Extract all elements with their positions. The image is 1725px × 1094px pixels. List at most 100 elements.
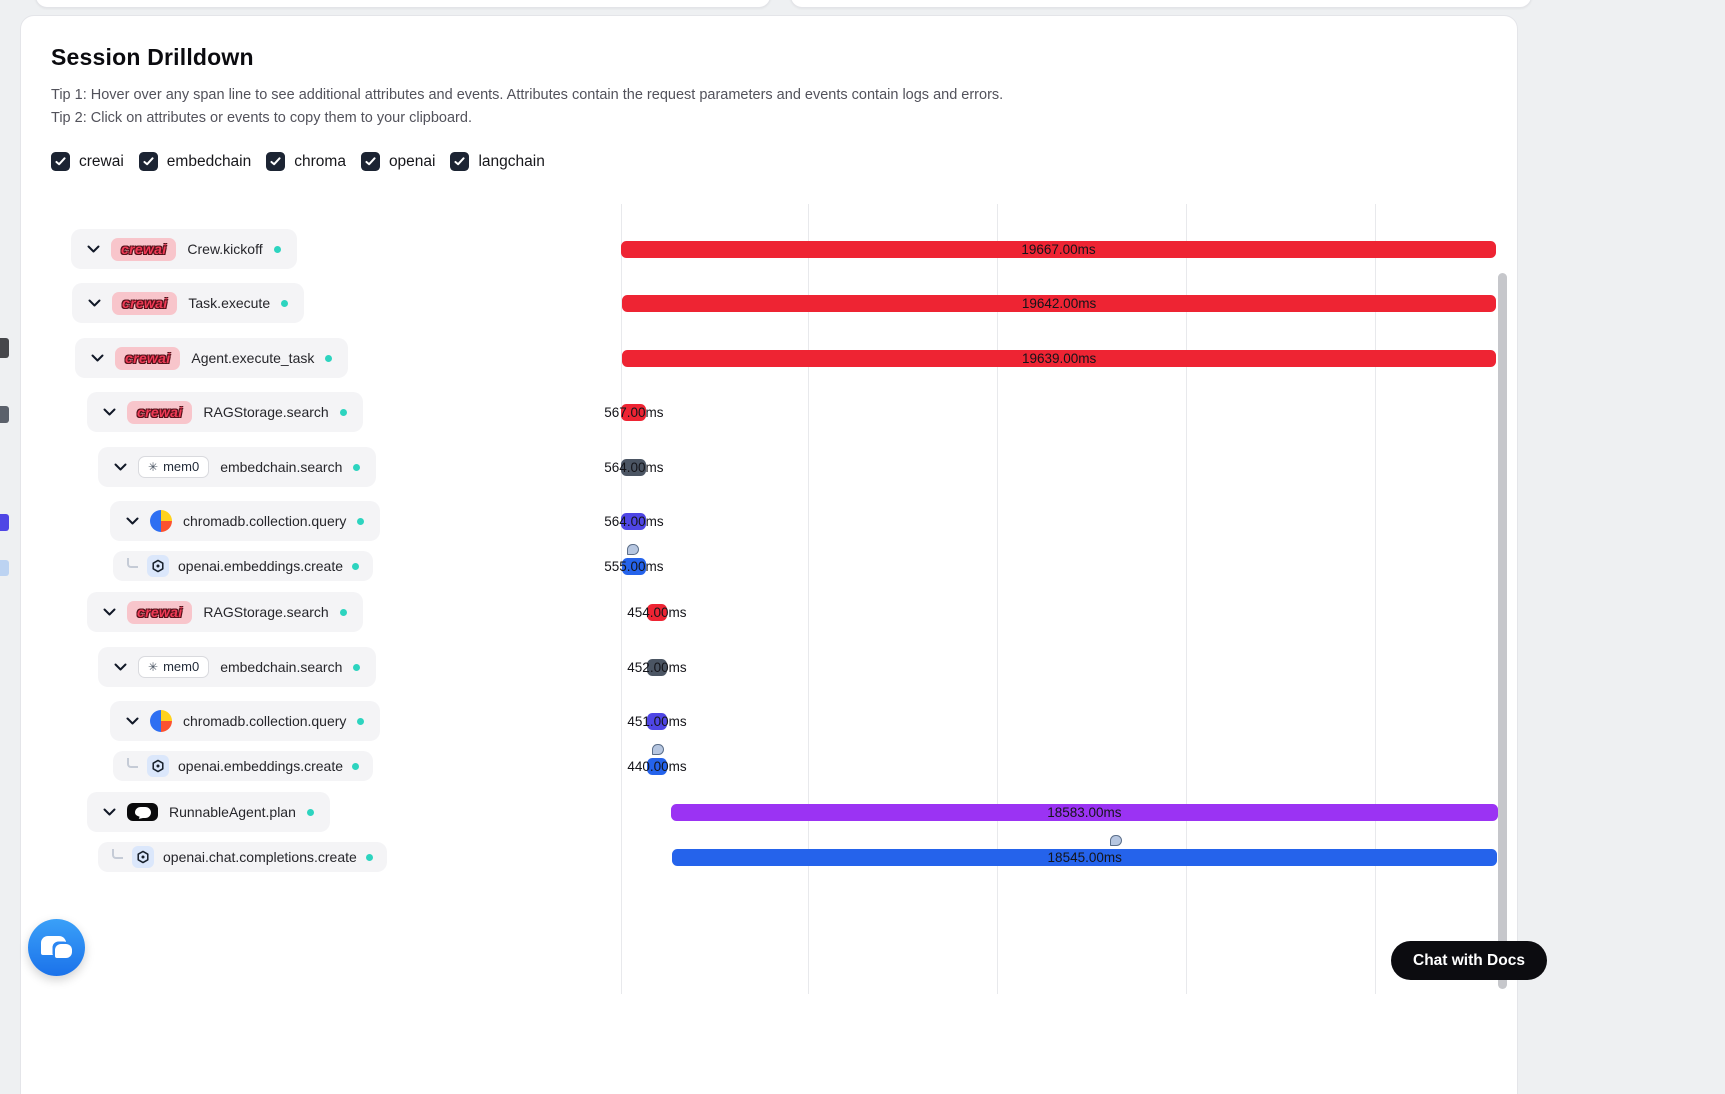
span-duration-bar[interactable] xyxy=(622,349,1496,367)
status-dot xyxy=(306,808,314,816)
span-label-pill[interactable]: ✳ mem0 embedchain.search xyxy=(98,647,377,687)
tip-1: Tip 1: Hover over any span line to see a… xyxy=(51,87,1004,103)
expand-chevron-icon[interactable] xyxy=(126,517,139,525)
expand-chevron-icon[interactable] xyxy=(103,808,116,816)
span-duration-bar[interactable] xyxy=(621,240,1496,258)
expand-chevron-icon[interactable] xyxy=(103,408,116,416)
clipped-edge-artifact xyxy=(0,406,9,423)
span-duration-bar[interactable] xyxy=(621,557,647,575)
span-duration-label: 19639.00ms xyxy=(1021,350,1097,366)
mem0-gear-icon: ✳ xyxy=(148,459,159,474)
expand-chevron-icon[interactable] xyxy=(114,463,127,471)
span-duration-bar[interactable] xyxy=(646,603,667,621)
span-label-pill[interactable]: chromadb.collection.query xyxy=(110,701,381,741)
clipped-edge-artifact xyxy=(0,338,9,358)
checkbox-embedchain[interactable] xyxy=(138,152,158,171)
span-label-pill[interactable]: crewai Agent.execute_task xyxy=(75,338,349,378)
expand-chevron-icon[interactable] xyxy=(103,608,116,616)
event-bubble-icon[interactable] xyxy=(651,743,664,755)
expand-chevron-icon[interactable] xyxy=(126,717,139,725)
mem0-logo-badge: ✳ mem0 xyxy=(138,656,210,678)
mem0-logo-badge: ✳ mem0 xyxy=(138,456,210,478)
trace-row: crewai Task.execute 19642.00ms xyxy=(21,283,1517,323)
mem0-logo-label: mem0 xyxy=(163,459,200,474)
span-name: Crew.kickoff xyxy=(187,241,263,257)
checkbox-langchain[interactable] xyxy=(450,152,470,171)
span-duration-bar[interactable] xyxy=(646,658,667,676)
span-duration-bar[interactable] xyxy=(622,294,1496,312)
crewai-logo-badge: crewai xyxy=(127,400,193,424)
span-name: embedchain.search xyxy=(220,659,343,675)
span-duration-bar[interactable] xyxy=(672,848,1498,866)
span-duration-label: 452.00ms xyxy=(627,659,687,675)
filter-embedchain[interactable]: embedchain xyxy=(138,152,254,171)
span-duration-bar[interactable] xyxy=(621,403,647,421)
status-dot xyxy=(353,663,361,671)
span-name: chromadb.collection.query xyxy=(183,713,347,729)
span-duration-bar[interactable] xyxy=(621,512,647,530)
status-dot xyxy=(353,463,361,471)
span-duration-label: 454.00ms xyxy=(627,604,687,620)
span-duration-bar[interactable] xyxy=(671,803,1498,821)
clipped-card-top-right xyxy=(790,0,1532,8)
span-label-pill[interactable]: openai.embeddings.create xyxy=(113,551,374,581)
expand-chevron-icon[interactable] xyxy=(87,245,100,253)
clipped-edge-artifact xyxy=(0,560,9,576)
trace-row: crewai Crew.kickoff 19667.00ms xyxy=(21,229,1517,269)
clipped-card-top-left xyxy=(35,0,771,8)
trace-row: ✳ mem0 embedchain.search 564.00ms xyxy=(21,447,1517,487)
trace-row: ✳ mem0 embedchain.search 452.00ms xyxy=(21,647,1517,687)
trace-row: crewai RAGStorage.search 454.00ms xyxy=(21,592,1517,632)
tip-2: Tip 2: Click on attributes or events to … xyxy=(51,110,472,126)
status-dot xyxy=(352,562,360,570)
span-duration-bar[interactable] xyxy=(646,712,667,730)
vertical-scrollbar[interactable] xyxy=(1498,273,1507,989)
chat-with-docs-button[interactable]: Chat with Docs xyxy=(1391,941,1547,980)
event-bubble-icon[interactable] xyxy=(1110,834,1123,846)
crewai-logo-badge: crewai xyxy=(112,291,178,315)
filter-langchain[interactable]: langchain xyxy=(450,152,547,171)
expand-chevron-icon[interactable] xyxy=(114,663,127,671)
expand-chevron-icon[interactable] xyxy=(88,299,101,307)
span-label-pill[interactable]: RunnableAgent.plan xyxy=(87,792,330,832)
expand-chevron-icon[interactable] xyxy=(91,354,104,362)
filter-openai[interactable]: openai xyxy=(360,152,439,171)
crewai-logo-badge: crewai xyxy=(127,600,193,624)
span-label-pill[interactable]: openai.chat.completions.create xyxy=(98,842,387,872)
span-duration-label: 564.00ms xyxy=(604,459,664,475)
span-name: RAGStorage.search xyxy=(203,404,329,420)
filter-crewai[interactable]: crewai xyxy=(51,152,127,171)
span-label-pill[interactable]: crewai Task.execute xyxy=(72,283,305,323)
filter-label-langchain: langchain xyxy=(478,152,545,170)
filter-chroma[interactable]: chroma xyxy=(266,152,349,171)
span-label-pill[interactable]: chromadb.collection.query xyxy=(110,501,381,541)
status-dot xyxy=(357,717,365,725)
child-elbow-icon xyxy=(112,848,123,859)
span-duration-bar[interactable] xyxy=(647,757,667,775)
span-name: openai.embeddings.create xyxy=(178,558,344,574)
span-label-pill[interactable]: crewai Crew.kickoff xyxy=(71,229,297,269)
checkbox-chroma[interactable] xyxy=(266,152,286,171)
span-name: Agent.execute_task xyxy=(191,350,315,366)
chat-widget-button[interactable] xyxy=(28,919,85,976)
span-label-pill[interactable]: ✳ mem0 embedchain.search xyxy=(98,447,377,487)
span-name: RunnableAgent.plan xyxy=(169,804,296,820)
trace-row: chromadb.collection.query 451.00ms xyxy=(21,701,1517,741)
trace-row: openai.embeddings.create 555.00ms xyxy=(21,543,1517,581)
span-label-pill[interactable]: crewai RAGStorage.search xyxy=(87,392,363,432)
span-duration-bar[interactable] xyxy=(621,458,647,476)
checkbox-crewai[interactable] xyxy=(51,152,70,171)
span-name: openai.chat.completions.create xyxy=(163,849,357,865)
status-dot xyxy=(352,762,360,770)
trace-row: openai.chat.completions.create 18545.00ms xyxy=(21,834,1517,872)
status-dot xyxy=(339,608,347,616)
span-name: openai.embeddings.create xyxy=(178,758,344,774)
crewai-logo-badge: crewai xyxy=(111,237,177,261)
status-dot xyxy=(325,354,333,362)
span-label-pill[interactable]: openai.embeddings.create xyxy=(113,751,374,781)
event-bubble-icon[interactable] xyxy=(627,543,640,555)
span-label-pill[interactable]: crewai RAGStorage.search xyxy=(87,592,363,632)
checkbox-openai[interactable] xyxy=(360,152,380,171)
mem0-gear-icon: ✳ xyxy=(148,659,159,674)
